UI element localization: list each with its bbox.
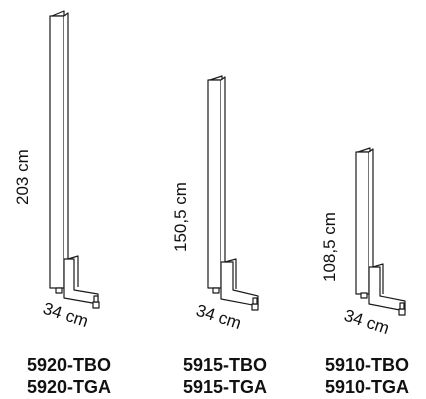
code-line-1: 5920-TBO <box>26 355 112 375</box>
height-label-5910: 108,5 cm <box>320 212 339 282</box>
product-code-5910: 5910-TBO 5910-TGA <box>312 354 422 398</box>
product-code-5920: 5920-TBO 5920-TGA <box>14 354 124 398</box>
code-line-1: 5915-TBO <box>182 355 268 375</box>
code-line-2: 5915-TGA <box>182 377 268 397</box>
code-line-2: 5910-TGA <box>324 377 410 397</box>
height-label-5920: 203 cm <box>13 149 32 205</box>
upright-5910 <box>355 147 406 316</box>
depth-label-5910: 34 cm <box>342 306 392 338</box>
upright-5920 <box>49 10 100 309</box>
depth-label-5915: 34 cm <box>194 301 244 333</box>
product-code-5915: 5915-TBO 5915-TGA <box>170 354 280 398</box>
depth-label-5920: 34 cm <box>41 299 91 331</box>
code-line-2: 5920-TGA <box>26 377 112 397</box>
code-line-1: 5910-TBO <box>324 355 410 375</box>
upright-5915 <box>207 75 259 311</box>
height-label-5915: 150,5 cm <box>171 182 190 252</box>
